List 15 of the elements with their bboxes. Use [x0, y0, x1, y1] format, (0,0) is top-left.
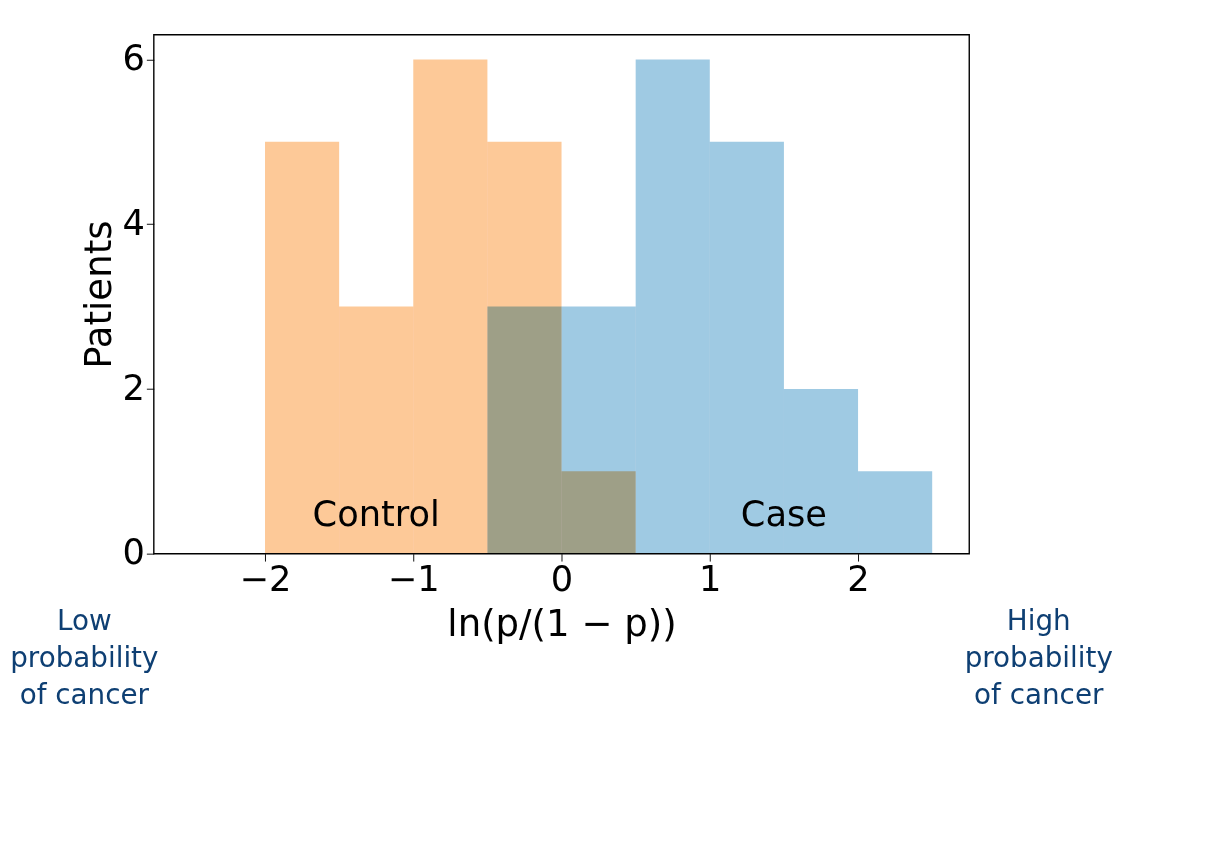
x-tick-label: −1 [387, 558, 440, 600]
series-label: Case [740, 492, 827, 534]
x-tick-label: 1 [699, 558, 722, 600]
text: High probability of cancer [964, 603, 1113, 711]
series-label: Control [312, 492, 440, 534]
y-tick-label: 2 [122, 366, 146, 408]
y-tick-label: 0 [122, 531, 146, 573]
x-tick-label: 0 [550, 558, 574, 600]
x-tick-label: 2 [847, 558, 870, 600]
text: Low probability of cancer [10, 603, 159, 711]
y-axis-title: Patients [77, 220, 121, 369]
x-tick-label: −2 [239, 558, 292, 600]
x-axis-title: ln(p/(1 − p)) [447, 601, 677, 645]
y-tick-label: 6 [122, 37, 146, 79]
y-tick-label: 4 [122, 201, 146, 243]
